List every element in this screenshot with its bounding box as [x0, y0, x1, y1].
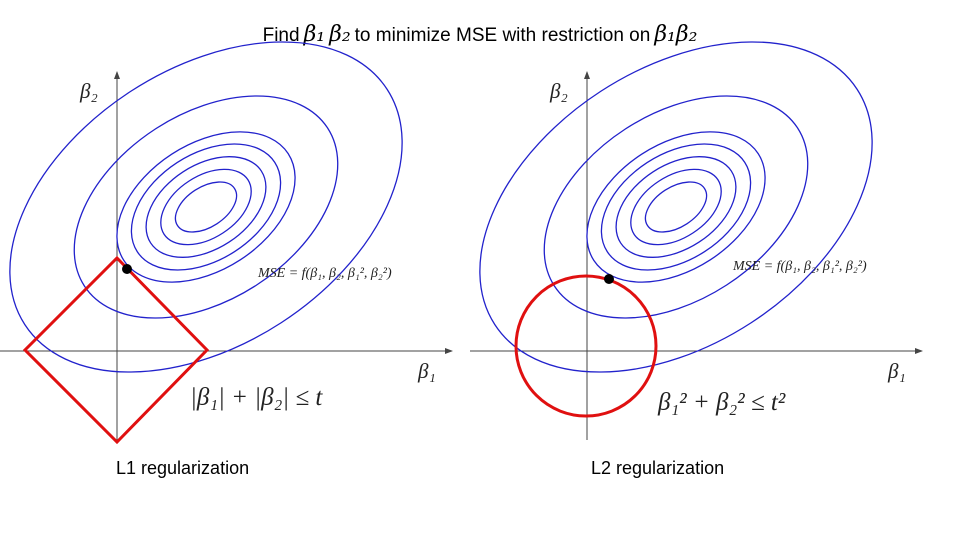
left-solution-point [122, 264, 132, 274]
title-var-beta1beta2: β₁β₂ [654, 22, 698, 47]
left-panel: β₂ β₁ MSE = f(β₁, β₂, β₁², β₂²) |β₁| + |… [0, 41, 453, 445]
left-x-axis-label: β₁ [417, 359, 436, 383]
right-contour-6 [543, 95, 809, 319]
right-contour-2 [630, 168, 722, 246]
l2-constraint-circle [514, 274, 658, 418]
right-contour-3 [615, 156, 737, 258]
right-contour-7 [479, 41, 873, 373]
left-contour-5 [116, 131, 296, 283]
title-var-beta2: β₂ [329, 22, 351, 47]
right-y-axis-label: β₂ [549, 79, 568, 103]
right-mse-label: MSE = f(β₁, β₂, β₁², β₂²) [732, 259, 867, 274]
right-contour-1 [644, 181, 708, 233]
l2-constraint-label: β₁² + β₂² ≤ t² [657, 389, 786, 416]
left-contour-3 [145, 156, 267, 258]
left-contour-1 [174, 181, 238, 233]
left-contour-4 [130, 143, 282, 271]
left-contour-6 [73, 95, 339, 319]
right-x-axis-label: β₁ [887, 359, 906, 383]
slide-title: Find β₁ β₂ to minimize MSE with restrict… [0, 22, 960, 52]
right-solution-point [604, 274, 614, 284]
l1-constraint-label: |β₁| + |β₂| ≤ t [190, 384, 323, 411]
right-contours [479, 41, 873, 373]
title-middle: to minimize MSE with restriction on [354, 25, 651, 46]
right-contour-5 [586, 131, 766, 283]
title-prefix: Find [262, 25, 300, 46]
l2-caption: L2 regularization [591, 458, 725, 478]
left-contour-7 [9, 41, 403, 373]
l1-caption: L1 regularization [116, 458, 250, 478]
left-y-axis-label: β₂ [79, 79, 98, 103]
left-contours [9, 41, 403, 373]
right-contour-4 [600, 143, 752, 271]
left-mse-label: MSE = f(β₁, β₂, β₁², β₂²) [257, 266, 392, 281]
left-contour-2 [160, 168, 252, 246]
l1-constraint-diamond [22, 255, 210, 445]
right-panel: β₂ β₁ MSE = f(β₁, β₂, β₁², β₂²) β₁² + β₂… [470, 41, 923, 440]
title-var-beta1: β₁ [303, 22, 326, 47]
